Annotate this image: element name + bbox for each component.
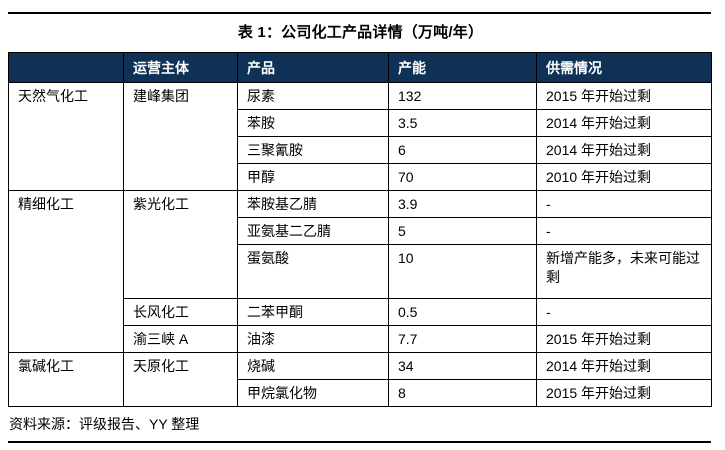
capacity-cell: 0.5 [388,298,537,326]
supply-cell: 2010 年开始过剩 [536,163,712,191]
capacity-cell: 34 [388,352,537,380]
product-cell: 烧碱 [237,352,389,380]
header-cell-supply: 供需情况 [536,52,712,83]
supply-cell: 2014 年开始过剩 [536,109,712,137]
header-cell-product: 产品 [237,52,389,83]
supply-cell: - [536,217,712,245]
product-cell: 三聚氰胺 [237,136,389,164]
table-title: 表 1：公司化工产品详情（万吨/年） [237,24,484,41]
capacity-cell: 3.9 [388,190,537,218]
header-cell-blank [8,52,124,83]
table-row: 天然气化工 建峰集团 尿素 132 2015 年开始过剩 [8,82,712,191]
category-cell: 精细化工 [8,190,124,353]
capacity-cell: 3.5 [388,109,537,137]
table-row: 甲烷氯化物 8 2015 年开始过剩 [9,379,712,407]
product-cell: 甲醇 [237,163,389,191]
table-row: 蛋氨酸 10 新增产能多，未来可能过剩 [9,244,712,299]
header-cell-capacity: 产能 [388,52,537,83]
product-cell: 甲烷氯化物 [237,379,389,407]
table-row: 精细化工 紫光化工 苯胺基乙腈 3.9- [8,190,712,353]
table-row: 长风化工 二苯甲酮 0.5- [9,298,712,326]
capacity-cell: 6 [388,136,537,164]
capacity-cell: 132 [388,82,537,110]
supply-cell: 2015 年开始过剩 [536,325,712,353]
supply-cell: 2015 年开始过剩 [536,379,712,407]
product-cell: 苯胺基乙腈 [237,190,389,218]
product-cell: 油漆 [237,325,389,353]
product-cell: 蛋氨酸 [237,244,389,299]
top-rule [8,12,711,14]
category-cell: 天然气化工 [8,82,124,191]
product-cell: 苯胺 [237,109,389,137]
supply-cell: - [536,298,712,326]
supply-cell: 2014 年开始过剩 [536,352,712,380]
supply-cell: 2014 年开始过剩 [536,136,712,164]
capacity-cell: 7.7 [388,325,537,353]
product-cell: 亚氨基二乙腈 [237,217,389,245]
supply-cell: - [536,190,712,218]
table-row: 渝三峡 A 油漆 7.7 2015 年开始过剩 [9,325,712,353]
bottom-rule [8,441,711,443]
supply-cell: 新增产能多，未来可能过剩 [536,244,712,299]
operator-cell: 天原化工 [123,352,238,407]
product-cell: 二苯甲酮 [237,298,389,326]
table-row: 氯碱化工 天原化工 烧碱 34 2014 年开始过剩 [8,352,712,407]
table-body: 天然气化工 建峰集团 尿素 132 2015 年开始过剩 苯胺 3.5 2014 年开始过剩三… [8,82,712,407]
operator-cell: 渝三峡 A [123,325,238,353]
capacity-cell: 8 [388,379,537,407]
header-cell-operator: 运营主体 [123,52,238,83]
operator-cell: 长风化工 [123,298,238,326]
product-cell: 尿素 [237,82,389,110]
operator-cell: 建峰集团 [123,82,238,191]
capacity-cell: 70 [388,163,537,191]
source-note: 资料来源：评级报告、YY 整理 [9,416,200,432]
capacity-cell: 5 [388,217,537,245]
table-header-row: 运营主体 产品 产能 供需情况 [8,52,712,83]
supply-cell: 2015 年开始过剩 [536,82,712,110]
capacity-cell: 10 [388,244,537,299]
category-cell: 氯碱化工 [8,352,124,407]
operator-cell: 紫光化工 [123,190,238,299]
product-table: 运营主体 产品 产能 供需情况 天然气化工 建峰集团 尿素 132 2015 年开始过剩… [8,52,712,407]
table-row: 苯胺 3.5 2014 年开始过剩 [9,109,712,137]
table-row: 三聚氰胺 6 2014 年开始过剩 [9,136,712,164]
